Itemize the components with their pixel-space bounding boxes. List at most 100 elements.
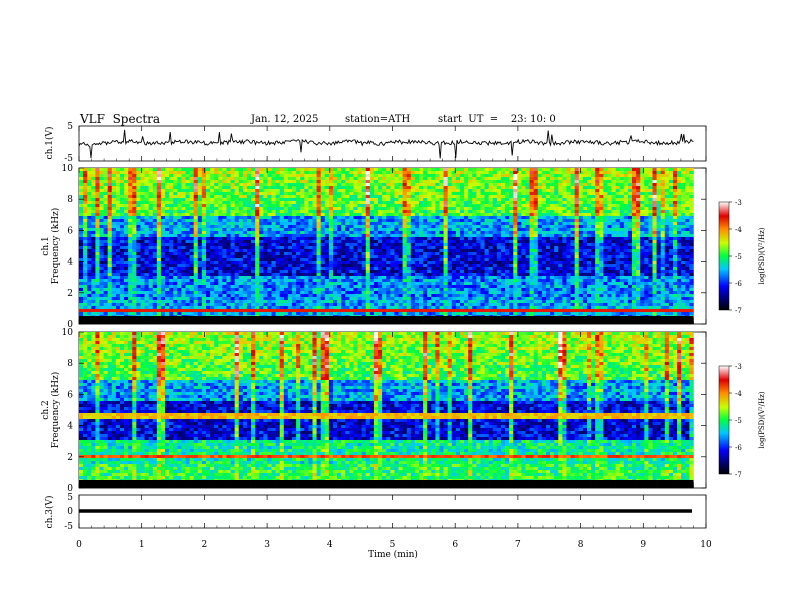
spectrogram-cell — [271, 228, 276, 232]
spectrogram-cell — [218, 219, 223, 223]
spectrogram-cell — [169, 198, 174, 202]
spectrogram-cell — [591, 228, 596, 232]
spectrogram-cell — [271, 261, 276, 265]
spectrogram-cell — [517, 183, 522, 187]
spectrogram-cell — [328, 228, 334, 232]
spectrogram-cell — [627, 219, 633, 223]
spectrogram-cell — [230, 174, 235, 178]
spectrogram-cell — [537, 168, 543, 172]
spectrogram-cell — [586, 201, 592, 205]
spectrogram-cell — [263, 177, 268, 181]
spectrogram-cell — [390, 234, 395, 238]
spectrogram-cell — [464, 225, 469, 229]
spectrogram-cell — [689, 189, 694, 193]
spectrogram-cell — [373, 261, 379, 265]
spectrogram-cell — [464, 198, 469, 202]
spectrogram-cell — [529, 210, 534, 214]
spectrogram-cell — [160, 261, 166, 265]
spectrogram-cell — [644, 207, 649, 211]
spectrogram-cell — [353, 231, 358, 235]
spectrogram-cell — [275, 192, 281, 196]
spectrogram-cell — [484, 207, 489, 211]
spectrogram-cell — [570, 234, 575, 238]
spectrogram-cell — [578, 168, 584, 172]
spectrogram-cell — [251, 183, 256, 187]
spectrogram-cell — [107, 261, 113, 265]
spectrogram-cell — [435, 231, 440, 235]
spectrogram-cell — [181, 210, 186, 214]
spectrogram-cell — [398, 243, 403, 247]
spectrogram-cell — [373, 189, 379, 193]
spectrogram-cell — [648, 174, 653, 178]
spectrogram-cell — [541, 261, 547, 265]
spectrogram-cell — [431, 201, 436, 205]
spectrogram-cell — [509, 225, 514, 229]
spectrogram-cell — [189, 171, 194, 175]
spectrogram-cell — [615, 237, 621, 241]
spectrogram-cell — [672, 237, 678, 241]
spectrogram-cell — [271, 180, 276, 184]
spectrogram-cell — [222, 168, 227, 172]
spectrogram-cell — [382, 210, 387, 214]
spectrogram-cell — [492, 213, 498, 217]
spectrogram-cell — [603, 252, 608, 256]
spectrogram-cell — [382, 234, 387, 238]
spectrogram-cell — [685, 216, 690, 220]
spectrogram-cell — [427, 225, 432, 229]
spectrogram-cell — [402, 171, 408, 175]
spectrogram-cell — [566, 192, 571, 196]
spectrogram-cell — [402, 168, 408, 172]
spectrogram-cell — [468, 210, 473, 214]
spectrogram-cell — [595, 252, 600, 256]
spectrogram-cell — [525, 189, 530, 193]
spectrogram-cell — [414, 213, 420, 217]
spectrogram-cell — [140, 258, 145, 262]
spectrogram-cell — [349, 189, 354, 193]
spectrogram-cell — [632, 198, 637, 202]
spectrogram-cell — [615, 252, 621, 256]
spectrogram-cell — [455, 168, 461, 172]
spectrogram-cell — [648, 177, 653, 181]
spectrogram-cell — [492, 261, 498, 265]
spectrogram-cell — [255, 225, 260, 229]
spectrogram-cell — [619, 210, 625, 214]
spectrogram-cell — [193, 210, 199, 214]
spectrogram-cell — [488, 186, 494, 190]
spectrogram-cell — [500, 249, 506, 253]
spectrogram-cell — [324, 252, 330, 256]
spectrogram-cell — [308, 174, 313, 178]
spectrogram-cell — [652, 204, 657, 208]
spectrogram-cell — [373, 222, 379, 226]
spectrogram-cell — [95, 243, 100, 247]
spectrogram-cell — [468, 249, 473, 253]
spectrogram-cell — [476, 213, 481, 217]
spectrogram-cell — [115, 189, 121, 193]
spectrogram-cell — [500, 210, 506, 214]
spectrogram-cell — [275, 246, 281, 250]
spectrogram-cell — [603, 222, 608, 226]
spectrogram-cell — [660, 213, 666, 217]
spectrogram-cell — [435, 240, 440, 244]
spectrogram-cell — [152, 234, 158, 238]
spectrogram-cell — [427, 228, 432, 232]
spectrogram-cell — [152, 222, 158, 226]
spectrogram-cell — [132, 213, 137, 217]
spectrogram-cell — [337, 228, 342, 232]
spectrogram-cell — [668, 198, 674, 202]
spectrogram-cell — [91, 225, 96, 229]
spectrogram-cell — [369, 174, 375, 178]
spectrogram-cell — [279, 207, 285, 211]
spectrogram-cell — [271, 174, 276, 178]
spectrogram-cell — [394, 189, 399, 193]
spectrogram-cell — [529, 198, 534, 202]
spectrogram-cell — [337, 198, 342, 202]
spectrogram-cell — [595, 216, 600, 220]
spectrogram-cell — [238, 180, 244, 184]
spectrogram-cell — [455, 189, 461, 193]
spectrogram-cell — [382, 261, 387, 265]
spectrogram-cell — [222, 171, 227, 175]
spectrogram-cell — [386, 183, 391, 187]
spectrogram-cell — [300, 174, 305, 178]
spectrogram-cell — [574, 234, 580, 238]
spectrogram-cell — [173, 246, 178, 250]
